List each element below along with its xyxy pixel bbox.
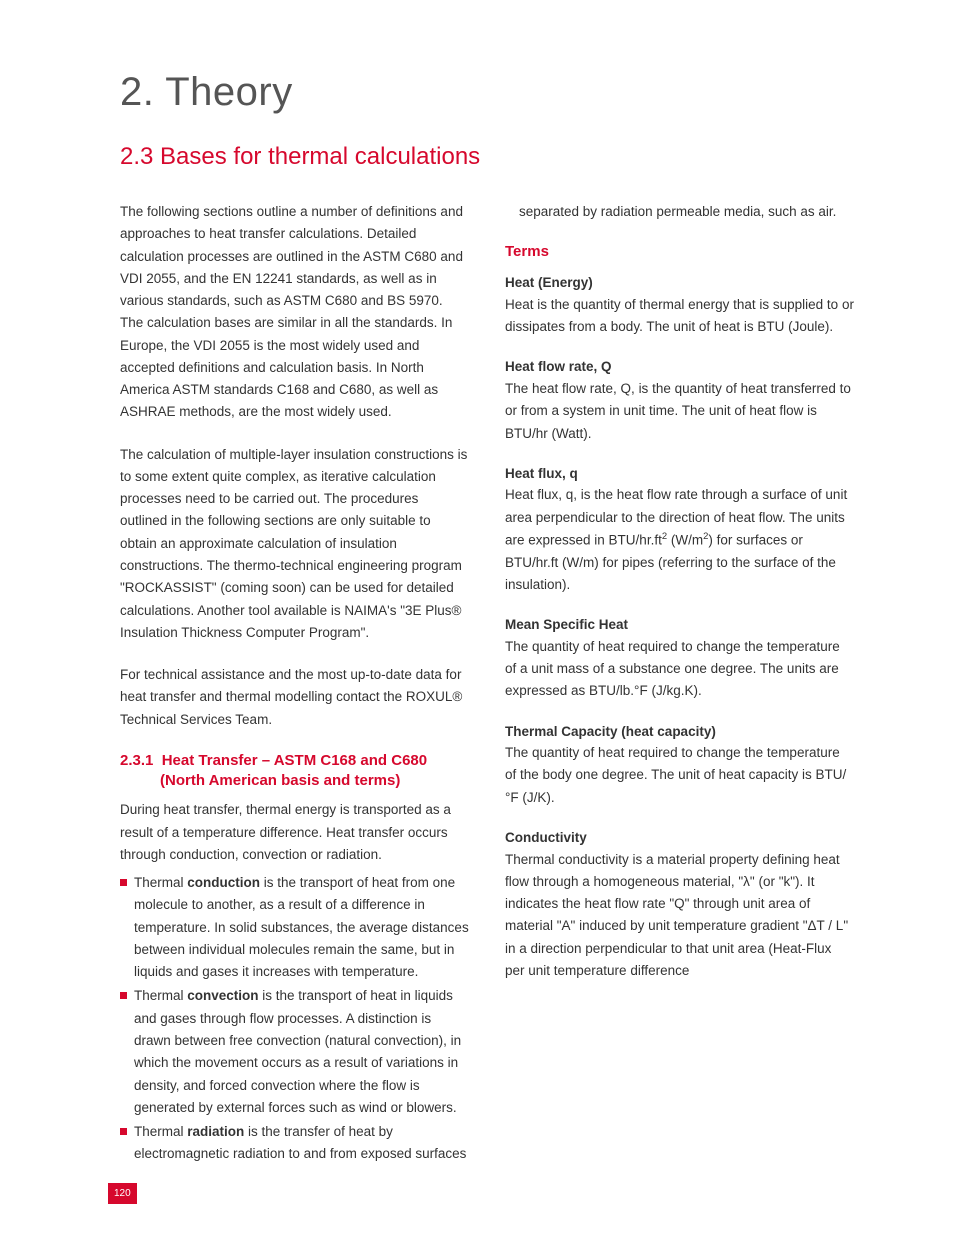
- term-thermalcap-title: Thermal Capacity (heat capacity): [505, 721, 854, 743]
- bullet-pre: Thermal: [134, 875, 187, 890]
- term-conductivity-title: Conductivity: [505, 827, 854, 849]
- term-meanspecificheat-title: Mean Specific Heat: [505, 614, 854, 636]
- bullet-pre: Thermal: [134, 1124, 187, 1139]
- page-number: 120: [108, 1183, 137, 1204]
- subsection-231-heading: 2.3.1 Heat Transfer – ASTM C168 and C680…: [120, 751, 469, 792]
- term-heatflux-body: Heat flux, q, is the heat flow rate thro…: [505, 484, 854, 596]
- intro-paragraph-2: The calculation of multiple-layer insula…: [120, 444, 469, 644]
- list-item-convection: Thermal convection is the transport of h…: [120, 985, 469, 1119]
- content-columns: The following sections outline a number …: [120, 201, 854, 1181]
- bullet-strong: radiation: [187, 1124, 244, 1139]
- term-heatflux-title: Heat flux, q: [505, 463, 854, 485]
- intro-paragraph-3: For technical assistance and the most up…: [120, 664, 469, 731]
- chapter-title: 2. Theory: [120, 70, 854, 115]
- section-title: 2.3 Bases for thermal calculations: [120, 143, 854, 171]
- term-heat-body: Heat is the quantity of thermal energy t…: [505, 294, 854, 339]
- bullet-post: is the transport of heat in liquids and …: [134, 988, 461, 1114]
- subsection-text: Heat Transfer – ASTM C168 and C680 (Nort…: [160, 752, 427, 789]
- term-heat-title: Heat (Energy): [505, 272, 854, 294]
- term-conductivity-body: Thermal conductivity is a material prope…: [505, 849, 854, 983]
- term-thermalcap-body: The quantity of heat required to change …: [505, 742, 854, 809]
- terms-heading: Terms: [505, 243, 854, 260]
- term-heatflowrate-body: The heat flow rate, Q, is the quantity o…: [505, 378, 854, 445]
- text-span: (W/m: [667, 532, 703, 547]
- bullet-post: is the transport of heat from one molecu…: [134, 875, 469, 979]
- bullet-pre: Thermal: [134, 988, 187, 1003]
- intro-paragraph-1: The following sections outline a number …: [120, 201, 469, 424]
- bullet-strong: convection: [187, 988, 258, 1003]
- bullet-strong: conduction: [187, 875, 260, 890]
- subsection-231-intro: During heat transfer, thermal energy is …: [120, 799, 469, 866]
- list-item-conduction: Thermal conduction is the transport of h…: [120, 872, 469, 983]
- term-meanspecificheat-body: The quantity of heat required to change …: [505, 636, 854, 703]
- subsection-number: 2.3.1: [120, 752, 153, 769]
- term-heatflowrate-title: Heat flow rate, Q: [505, 356, 854, 378]
